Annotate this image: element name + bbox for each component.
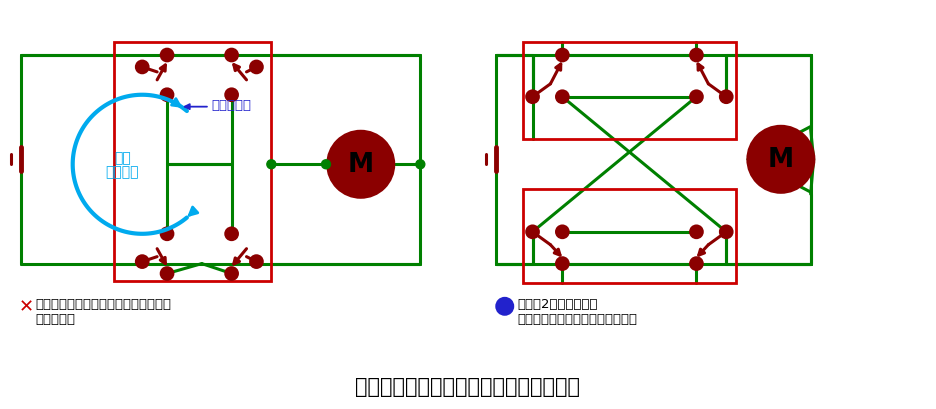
Circle shape: [267, 160, 276, 169]
Circle shape: [556, 50, 568, 62]
Circle shape: [416, 160, 425, 169]
Circle shape: [161, 90, 173, 101]
Circle shape: [226, 268, 238, 280]
Text: M: M: [768, 147, 794, 173]
Circle shape: [161, 268, 173, 280]
Text: 電源: 電源: [114, 151, 131, 165]
Circle shape: [691, 92, 702, 103]
Text: ✕: ✕: [19, 298, 35, 315]
Circle shape: [226, 90, 238, 101]
Text: ショート: ショート: [106, 165, 139, 179]
Circle shape: [721, 226, 732, 238]
Circle shape: [321, 160, 330, 169]
Text: トランスファ接点によるモータ極性切替: トランスファ接点によるモータ極性切替: [356, 376, 580, 396]
Circle shape: [226, 228, 238, 240]
Bar: [522, 190, 737, 284]
Circle shape: [161, 50, 173, 62]
Circle shape: [226, 50, 238, 62]
Text: 接点間のアークによる電源ショートで: 接点間のアークによる電源ショートで: [35, 297, 171, 310]
Circle shape: [527, 92, 538, 103]
Text: アークによる電源ショートを回避: アークによる電源ショートを回避: [518, 312, 637, 325]
Circle shape: [137, 62, 148, 74]
Circle shape: [691, 258, 702, 270]
Circle shape: [721, 92, 732, 103]
Text: 接点が損傷: 接点が損傷: [35, 312, 75, 325]
Circle shape: [527, 226, 538, 238]
Circle shape: [556, 258, 568, 270]
Circle shape: [251, 62, 262, 74]
Circle shape: [497, 299, 513, 315]
Circle shape: [748, 127, 813, 193]
Circle shape: [691, 50, 702, 62]
Bar: [522, 43, 737, 140]
Text: リレー2個を使用し、: リレー2個を使用し、: [518, 297, 598, 310]
Text: アーク放電: アーク放電: [212, 99, 252, 112]
Bar: [114, 43, 271, 282]
Text: M: M: [347, 152, 373, 178]
Circle shape: [556, 226, 568, 238]
Circle shape: [691, 226, 702, 238]
Circle shape: [328, 132, 393, 198]
Circle shape: [251, 256, 262, 268]
Circle shape: [161, 228, 173, 240]
Circle shape: [137, 256, 148, 268]
Circle shape: [556, 92, 568, 103]
